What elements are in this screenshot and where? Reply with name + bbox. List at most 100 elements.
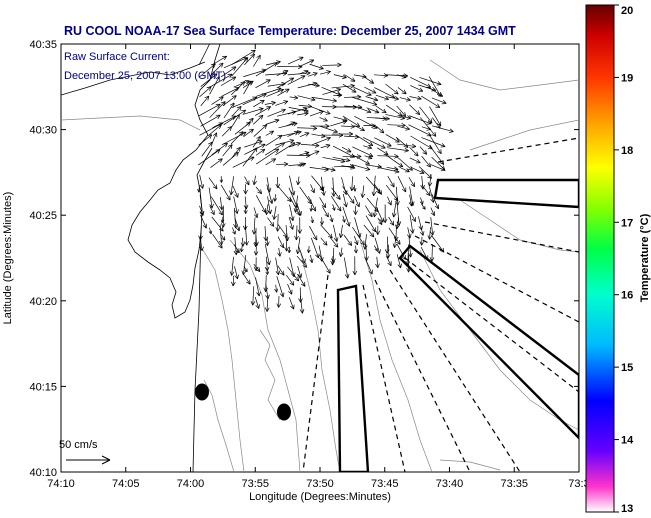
current-vector-arrow [211,132,218,146]
current-vector-arrow [319,70,331,75]
current-vector-arrow [297,217,303,234]
current-vector-arrow [265,158,277,166]
annotation-line-2: December 25, 2007 13:00 (GMT) [64,70,226,82]
current-vector-arrow [398,115,412,120]
current-vector-arrow [265,60,281,66]
current-vector-arrow [360,185,366,198]
current-vector-arrow [231,105,242,117]
current-vector-arrow [329,237,339,248]
current-vector-arrow [419,77,442,86]
current-vector-arrow [306,245,311,253]
current-vector-arrow [391,197,398,218]
current-vector-arrow [332,224,339,242]
current-vector-arrow [242,107,264,115]
current-vector-arrow [298,151,310,156]
current-vector-arrow [297,265,303,278]
x-tick-label: 74:10 [47,478,75,490]
buoy-marker [195,383,209,401]
current-vector-arrow [220,66,237,78]
current-vector-arrow [319,217,324,225]
current-vector-arrow [209,73,233,88]
current-vector-arrow [199,236,204,252]
current-vector-arrow [297,126,318,131]
y-tick-label: 40:35 [29,39,57,51]
current-vector-arrow [277,236,285,249]
current-vector-arrow [297,205,302,216]
plot-area [60,43,580,473]
current-vector-arrow [242,147,258,167]
current-vector-arrow [409,157,421,164]
bathymetry-contours [61,59,579,472]
current-vector-arrow [276,296,282,308]
current-vector-arrow [375,94,389,101]
current-vector-arrow [410,85,424,92]
current-vector-arrow [319,254,331,274]
current-vector-arrow [254,235,259,246]
current-vector-arrow [320,143,331,149]
current-vector-arrow [243,266,248,273]
current-vector-arrow [329,214,334,223]
current-vector-arrow [429,106,442,127]
x-tick-label: 74:05 [112,478,140,490]
current-vector-arrow [431,125,454,133]
current-vector-arrow [276,161,289,167]
current-vector-arrow [387,196,392,206]
current-vector-arrow [409,95,422,101]
current-vector-arrow [287,246,292,254]
current-vector-arrow [343,234,353,246]
current-vector-arrow [331,187,341,200]
current-vector-arrow [308,150,320,157]
y-tick-label: 40:30 [29,125,57,137]
current-vector-arrow [351,164,371,171]
current-vector-arrow [287,266,300,282]
current-vector-arrow [427,227,433,240]
current-vector-arrow [234,121,251,135]
current-vector-arrow [387,176,395,188]
current-vector-arrow [338,224,344,238]
current-vector-arrow [231,146,241,158]
current-vector-arrow [230,131,244,145]
current-vector-arrow [298,69,309,75]
current-vector-arrow [409,214,415,234]
current-vector-arrow [275,177,281,189]
current-vector-arrow [376,125,385,134]
current-vector-arrow [431,97,447,105]
current-vector-arrow [264,295,270,312]
current-vector-arrow [296,111,309,117]
current-vector-arrow [310,237,320,259]
current-vector-arrow [277,265,285,276]
colorbar-tick-label: 15 [621,362,633,374]
current-vector-arrow [375,105,387,114]
current-vector-arrow [209,76,220,95]
colorbar-tick-label: 14 [621,435,634,447]
x-tick-label: 73:55 [241,478,269,490]
current-vector-arrow [265,130,274,136]
current-vector-arrow [392,235,398,248]
current-vector-arrow [296,176,301,186]
current-vector-arrow [342,193,348,208]
current-vector-arrow [320,224,333,239]
current-vector-arrow [409,104,421,115]
current-vector-arrow [421,126,432,131]
current-vector-arrow [363,224,375,238]
current-vector-arrow [397,74,407,79]
current-vector-arrow [275,257,281,276]
current-vector-arrow [288,142,301,148]
current-vector-arrow [210,62,224,76]
coastline [127,44,221,319]
current-vector-arrow [353,86,372,96]
current-vector-arrow [396,105,407,117]
current-vector-arrow [399,166,410,173]
current-vector-arrow [231,49,256,65]
current-vector-arrow [319,176,325,192]
current-vector-arrow [230,81,246,96]
current-vector-arrow [330,195,342,212]
current-vector-arrow [223,109,247,126]
current-vector-arrow [427,174,433,187]
current-vector-arrow [277,77,294,88]
current-vector-arrow [296,255,308,268]
current-vector-arrow [388,216,395,226]
colorbar-ticks: 20 19 18 17 16 15 14 13 [614,4,634,515]
current-vector-arrow [409,147,419,157]
surface-current-vectors [197,44,454,314]
